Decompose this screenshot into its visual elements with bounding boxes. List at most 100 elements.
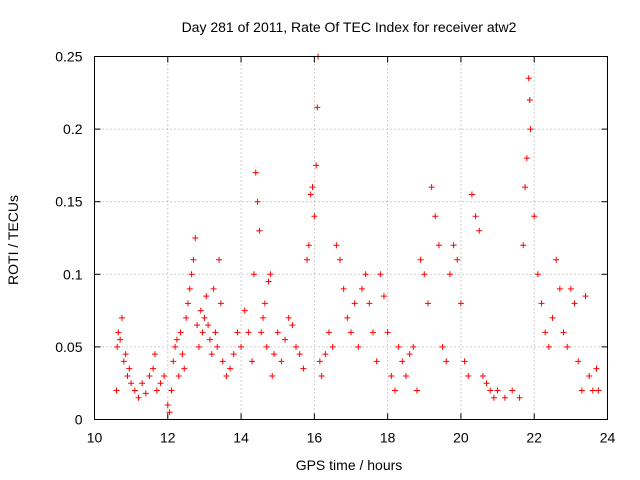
x-tick-label: 22 [526,430,542,446]
data-point [179,351,186,358]
data-point [208,351,215,358]
data-point [201,314,208,321]
data-point [575,358,582,365]
data-point [153,387,160,394]
data-point [166,409,173,416]
x-tick-label: 12 [160,430,176,446]
data-point [589,387,596,394]
data-point [413,387,420,394]
data-point [261,300,268,307]
data-point [124,372,131,379]
data-point [260,314,267,321]
data-point [358,285,365,292]
data-point [487,387,494,394]
data-point [194,322,201,329]
data-point [205,322,212,329]
data-point [135,394,142,401]
x-tick-label: 10 [87,430,103,446]
data-point [377,271,384,278]
data-point [252,169,259,176]
data-point [157,380,164,387]
data-point [151,351,158,358]
data-point [195,343,202,350]
data-point [250,271,257,278]
data-point [586,372,593,379]
y-tick-label: 0.2 [63,121,83,137]
data-point [210,285,217,292]
data-point [300,365,307,372]
data-point [131,387,138,394]
data-point [526,97,533,104]
data-point [476,227,483,234]
data-point [282,336,289,343]
data-point [170,358,177,365]
data-point [254,198,261,205]
x-tick-label: 18 [380,430,396,446]
data-point [542,329,549,336]
data-point [454,256,461,263]
data-point [304,256,311,263]
data-point [428,184,435,191]
data-point [395,343,402,350]
data-point [118,314,125,321]
data-point [238,343,245,350]
data-point [126,365,133,372]
data-point [593,365,600,372]
data-point [384,329,391,336]
data-point [348,329,354,336]
data-point [326,329,333,336]
data-point [172,343,179,350]
data-point [192,235,199,241]
data-point [183,314,190,321]
data-point [406,351,413,358]
data-point [322,351,329,358]
data-point [318,372,325,379]
x-tick-label: 24 [600,430,616,446]
data-point [560,329,567,336]
data-point [333,242,340,249]
data-point [265,278,272,285]
data-point [465,372,472,379]
data-point [212,329,219,336]
data-point [216,256,223,263]
data-point [446,271,453,278]
data-point [271,351,278,358]
data-point [120,358,127,365]
data-point [285,314,292,321]
data-point [468,191,475,198]
data-point [278,358,285,365]
y-tick-label: 0 [75,412,83,428]
data-point [267,271,274,278]
axis-ticks: 10 12 14 16 18 20 22 24 0 0.05 0.1 0.15 0.2 0.25 [55,49,615,446]
data-point [523,155,530,162]
x-tick-label: 20 [453,430,469,446]
data-point [230,351,237,358]
data-point [538,300,545,307]
data-point [175,372,182,379]
data-point [373,358,380,365]
y-tick-label: 0.25 [55,49,82,65]
data-point [161,372,168,379]
data-point [564,343,571,350]
data-point [227,365,234,372]
data-point [457,300,464,307]
data-point [380,293,387,300]
x-axis-label: GPS time / hours [296,457,403,473]
data-point [311,213,318,220]
data-point [307,191,314,198]
data-point [313,162,320,169]
data-point [362,271,369,278]
data-point [256,227,263,234]
data-point [122,351,129,358]
data-point [199,329,206,336]
data-point [142,390,149,397]
data-point [520,242,527,249]
grid [94,56,608,420]
data-point [289,322,296,329]
data-point [146,372,153,379]
data-point [582,293,589,300]
data-point [479,372,486,379]
data-point [435,242,442,249]
data-point [217,300,224,307]
data-point [188,271,195,278]
